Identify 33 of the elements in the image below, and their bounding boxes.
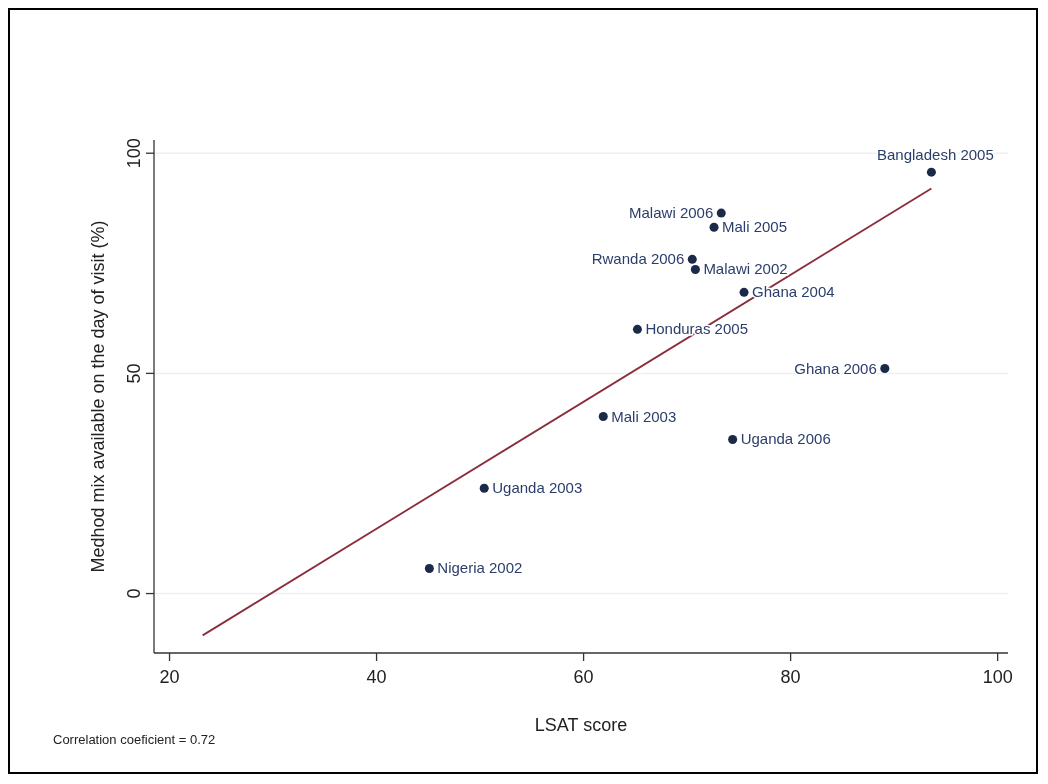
x-tick-label: 20 bbox=[159, 667, 180, 687]
point bbox=[424, 563, 434, 573]
point bbox=[690, 264, 700, 274]
y-tick-label: 50 bbox=[124, 363, 144, 384]
point bbox=[709, 222, 719, 232]
x-tick-label: 40 bbox=[366, 667, 387, 687]
point bbox=[479, 483, 489, 493]
text: Correlation coeficient = 0.72 bbox=[53, 732, 216, 747]
annotation: Malawi 2006 bbox=[629, 204, 714, 222]
y-tick-label: 100 bbox=[124, 138, 144, 169]
point bbox=[739, 287, 749, 297]
y-tick-label: 0 bbox=[124, 588, 144, 599]
annotation: Uganda 2003 bbox=[492, 479, 583, 497]
y-axis-title: Medhod mix available on the day of visit (%) bbox=[88, 220, 108, 573]
point bbox=[880, 364, 890, 374]
point bbox=[716, 208, 726, 218]
point bbox=[728, 434, 738, 444]
annotation: Uganda 2006 bbox=[740, 430, 831, 448]
x-tick-label: 100 bbox=[982, 667, 1013, 687]
point bbox=[687, 254, 697, 264]
point bbox=[926, 167, 936, 177]
annotation: Mali 2003 bbox=[611, 407, 677, 425]
annotation: Bangladesh 2005 bbox=[877, 146, 994, 164]
annotation: Mali 2005 bbox=[722, 218, 788, 236]
annotation: Nigeria 2002 bbox=[437, 559, 523, 577]
point bbox=[632, 324, 642, 334]
annotation: Rwanda 2006 bbox=[591, 250, 685, 268]
annotation: Malawi 2002 bbox=[703, 260, 788, 278]
annotation: Ghana 2006 bbox=[794, 359, 877, 377]
x-axis-title: LSAT score bbox=[534, 715, 628, 735]
x-tick-label: 80 bbox=[780, 667, 801, 687]
x-tick-label: 60 bbox=[573, 667, 594, 687]
point bbox=[598, 412, 608, 422]
